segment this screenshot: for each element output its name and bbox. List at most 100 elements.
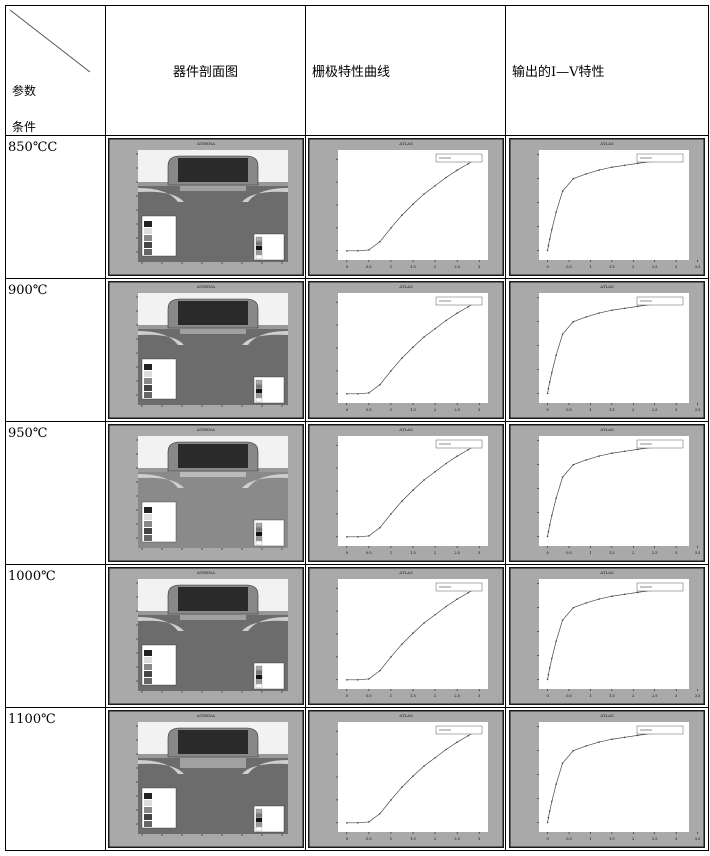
data-point xyxy=(636,162,639,165)
x-tick-label: 0.5 xyxy=(566,265,572,269)
legend xyxy=(435,582,482,592)
data-point xyxy=(547,387,550,390)
legend-swatch xyxy=(143,650,152,656)
plot-area xyxy=(539,293,689,403)
x-tick-label: 2.5 xyxy=(454,694,460,698)
x-tick-label: 1 xyxy=(589,265,591,269)
data-point xyxy=(555,211,557,213)
x-tick-label: 2.5 xyxy=(454,408,460,412)
data-point xyxy=(367,392,370,394)
gate-figure: ATLAS 0 0.5 1 1.5 2 2.5 3 xyxy=(307,138,504,276)
legend xyxy=(636,439,684,449)
data-point xyxy=(551,657,553,660)
x-tick-label: 3 xyxy=(478,265,480,269)
x-tick-label: 2 xyxy=(433,694,435,698)
condition-label: 950℃ xyxy=(8,426,48,441)
figure-title: ATLAS xyxy=(398,713,413,718)
drain-junction xyxy=(241,331,288,345)
channel xyxy=(179,472,246,477)
x-tick-label: 1 xyxy=(589,694,591,698)
data-point xyxy=(555,497,557,499)
data-point xyxy=(444,748,447,751)
legend-swatch xyxy=(255,379,262,385)
drain-junction xyxy=(241,474,288,488)
data-point xyxy=(345,393,348,395)
data-point xyxy=(411,203,414,205)
legend-swatch xyxy=(143,392,152,398)
legend xyxy=(636,582,684,592)
data-point xyxy=(572,320,575,323)
data-point xyxy=(378,240,381,243)
x-tick-label: 1.5 xyxy=(609,837,615,841)
figure-title: ATLAS xyxy=(398,141,413,146)
x-tick-label: 2.5 xyxy=(652,265,658,269)
data-point xyxy=(400,643,403,645)
data-point xyxy=(548,381,551,383)
cross-section xyxy=(135,579,288,693)
table-row: 1000℃ ATHENA ATLAS 0 0.5 1 1.5 2 2.5 3 ATLAS 0 0.5 1 1… xyxy=(5,564,709,708)
cross-section xyxy=(135,436,288,550)
x-tick-label: 0.5 xyxy=(566,694,572,698)
iv-figure: ATLAS 0 0.5 1 1.5 2 2.5 3 3.5 xyxy=(509,138,705,276)
x-tick-label: 3 xyxy=(675,265,677,269)
figure-title: ATHENA xyxy=(195,713,214,718)
corner-label-conditions: 条件 xyxy=(12,120,37,134)
figure-title: ATLAS xyxy=(398,570,413,575)
legend-swatch xyxy=(255,822,262,827)
header-iv-curve: 输出的I—V特性 xyxy=(512,65,605,80)
x-tick-label: 0 xyxy=(345,408,347,412)
data-point xyxy=(444,462,447,465)
figure-title: ATHENA xyxy=(195,427,214,432)
data-point xyxy=(551,800,553,803)
channel xyxy=(179,758,246,768)
legend-swatch xyxy=(143,235,152,241)
x-tick-label: 0.5 xyxy=(566,837,572,841)
data-point xyxy=(367,821,370,823)
data-point xyxy=(572,463,575,466)
legend xyxy=(435,725,482,735)
data-point xyxy=(555,354,557,356)
x-tick-label: 1 xyxy=(389,265,391,269)
legend-swatch xyxy=(255,813,262,818)
profile-figure: ATHENA xyxy=(107,710,304,848)
data-point xyxy=(400,357,403,359)
gate-figure: ATLAS 0 0.5 1 1.5 2 2.5 3 xyxy=(307,567,504,705)
data-point xyxy=(356,822,359,824)
cross-section xyxy=(135,293,288,407)
x-tick-label: 1 xyxy=(589,408,591,412)
data-point xyxy=(555,640,557,642)
x-tick-label: 1 xyxy=(389,551,391,555)
data-point xyxy=(546,249,549,252)
data-point xyxy=(611,309,613,312)
gate-figure: ATLAS 0 0.5 1 1.5 2 2.5 3 xyxy=(307,710,504,848)
data-point xyxy=(378,812,381,815)
data-point xyxy=(378,383,381,386)
plot-area xyxy=(337,722,488,832)
iv-figure: ATLAS 0 0.5 1 1.5 2 2.5 3 3.5 xyxy=(509,567,705,705)
data-point xyxy=(389,370,392,372)
data-point xyxy=(561,619,564,621)
data-point xyxy=(444,605,447,608)
header-corner: 参数 条件 xyxy=(6,6,105,135)
data-point xyxy=(623,736,626,739)
x-tick-label: 1 xyxy=(389,694,391,698)
x-tick-label: 1.5 xyxy=(410,694,416,698)
plot-area xyxy=(539,436,689,546)
data-point xyxy=(356,536,359,538)
data-point xyxy=(378,669,381,672)
data-point xyxy=(466,448,469,451)
x-tick-label: 0.5 xyxy=(366,837,372,841)
data-point xyxy=(561,476,564,478)
x-tick-label: 0 xyxy=(546,837,548,841)
figure-title: ATHENA xyxy=(195,284,214,289)
data-point xyxy=(551,514,553,517)
data-point xyxy=(455,598,458,600)
data-point xyxy=(561,333,564,335)
profile-figure: ATHENA xyxy=(107,281,304,419)
cross-section xyxy=(135,722,288,836)
legend-swatch xyxy=(143,678,152,684)
data-point xyxy=(546,821,549,824)
gate-poly xyxy=(177,301,248,325)
legend-swatch xyxy=(255,245,262,251)
legend-swatch xyxy=(143,664,152,670)
